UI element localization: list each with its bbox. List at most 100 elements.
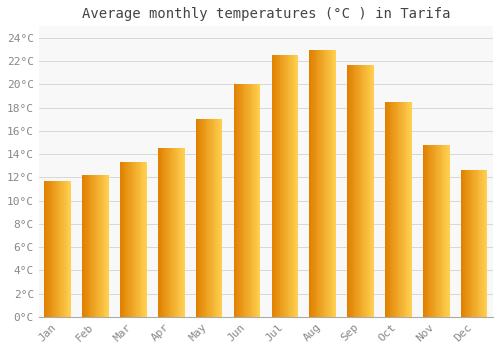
- Bar: [172, 148, 173, 317]
- Bar: [312, 49, 313, 317]
- Bar: [246, 84, 247, 317]
- Bar: [249, 84, 250, 317]
- Bar: [140, 162, 141, 317]
- Bar: [424, 145, 425, 317]
- Bar: [437, 145, 438, 317]
- Bar: [132, 162, 134, 317]
- Bar: [385, 102, 411, 317]
- Bar: [86, 175, 87, 317]
- Bar: [272, 55, 274, 317]
- Bar: [60, 181, 62, 317]
- Bar: [234, 84, 236, 317]
- Bar: [220, 119, 222, 317]
- Bar: [196, 119, 197, 317]
- Bar: [170, 148, 172, 317]
- Bar: [200, 119, 201, 317]
- Bar: [219, 119, 220, 317]
- Bar: [197, 119, 198, 317]
- Bar: [310, 49, 311, 317]
- Bar: [165, 148, 166, 317]
- Bar: [366, 65, 368, 317]
- Bar: [203, 119, 204, 317]
- Bar: [393, 102, 394, 317]
- Bar: [429, 145, 430, 317]
- Bar: [358, 65, 359, 317]
- Bar: [66, 181, 68, 317]
- Bar: [408, 102, 409, 317]
- Bar: [255, 84, 256, 317]
- Bar: [87, 175, 88, 317]
- Bar: [252, 84, 253, 317]
- Bar: [239, 84, 240, 317]
- Bar: [62, 181, 63, 317]
- Bar: [409, 102, 410, 317]
- Bar: [63, 181, 64, 317]
- Bar: [218, 119, 219, 317]
- Bar: [52, 181, 54, 317]
- Bar: [216, 119, 217, 317]
- Bar: [241, 84, 242, 317]
- Bar: [276, 55, 277, 317]
- Bar: [444, 145, 445, 317]
- Bar: [311, 49, 312, 317]
- Bar: [121, 162, 122, 317]
- Bar: [108, 175, 109, 317]
- Bar: [44, 181, 71, 317]
- Bar: [404, 102, 406, 317]
- Bar: [102, 175, 104, 317]
- Bar: [202, 119, 203, 317]
- Bar: [288, 55, 290, 317]
- Bar: [167, 148, 168, 317]
- Bar: [402, 102, 403, 317]
- Bar: [470, 170, 472, 317]
- Bar: [201, 119, 202, 317]
- Bar: [362, 65, 363, 317]
- Bar: [315, 49, 316, 317]
- Bar: [94, 175, 96, 317]
- Bar: [473, 170, 474, 317]
- Bar: [483, 170, 484, 317]
- Bar: [173, 148, 174, 317]
- Bar: [314, 49, 315, 317]
- Bar: [198, 119, 200, 317]
- Bar: [392, 102, 393, 317]
- Bar: [425, 145, 426, 317]
- Bar: [123, 162, 124, 317]
- Bar: [91, 175, 92, 317]
- Bar: [474, 170, 475, 317]
- Bar: [327, 49, 328, 317]
- Bar: [486, 170, 488, 317]
- Bar: [423, 145, 450, 317]
- Bar: [447, 145, 448, 317]
- Bar: [310, 49, 336, 317]
- Bar: [335, 49, 336, 317]
- Bar: [214, 119, 216, 317]
- Bar: [82, 175, 109, 317]
- Bar: [54, 181, 55, 317]
- Bar: [208, 119, 209, 317]
- Bar: [357, 65, 358, 317]
- Bar: [324, 49, 326, 317]
- Bar: [129, 162, 130, 317]
- Bar: [469, 170, 470, 317]
- Bar: [386, 102, 387, 317]
- Bar: [143, 162, 144, 317]
- Bar: [84, 175, 85, 317]
- Bar: [354, 65, 356, 317]
- Bar: [349, 65, 350, 317]
- Bar: [363, 65, 364, 317]
- Bar: [322, 49, 324, 317]
- Bar: [280, 55, 281, 317]
- Bar: [44, 181, 46, 317]
- Bar: [240, 84, 241, 317]
- Bar: [144, 162, 145, 317]
- Bar: [101, 175, 102, 317]
- Bar: [431, 145, 432, 317]
- Bar: [99, 175, 100, 317]
- Bar: [159, 148, 160, 317]
- Bar: [368, 65, 370, 317]
- Bar: [211, 119, 212, 317]
- Bar: [120, 162, 146, 317]
- Bar: [388, 102, 390, 317]
- Bar: [178, 148, 179, 317]
